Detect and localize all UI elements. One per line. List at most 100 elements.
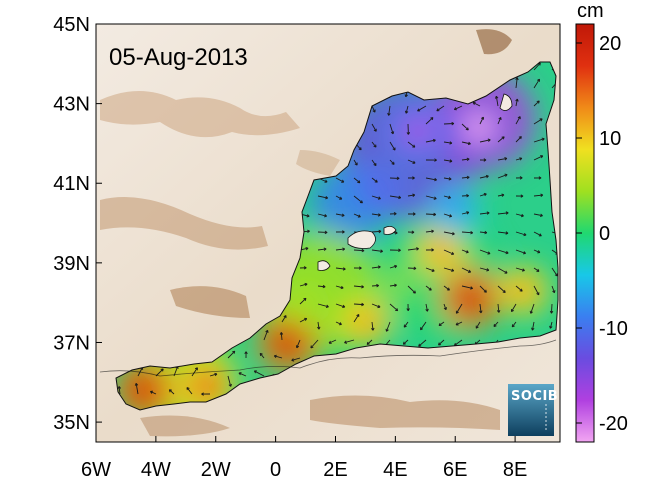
current-arrow [533,155,543,161]
current-arrow-head [472,101,476,105]
current-arrow-head [324,179,328,183]
current-arrow [317,213,327,217]
current-arrow [281,315,287,323]
current-arrow-head [510,309,514,313]
current-arrow-head [449,214,453,218]
current-arrow-head [470,230,474,235]
current-arrow-head [432,138,436,143]
current-arrow-head [354,162,358,166]
current-arrow [191,367,198,377]
current-arrow-head [377,196,381,200]
current-arrow [407,285,416,294]
current-arrow-head [324,214,327,218]
current-arrow-head [549,325,553,329]
current-arrow [389,141,396,151]
current-arrow [497,194,505,197]
current-arrow [515,98,518,107]
current-arrow-head [493,323,497,327]
current-arrow [371,303,381,308]
lat-tick-label: 43N [53,94,90,116]
current-arrow-head [394,231,398,235]
current-arrow-head [486,268,490,272]
current-arrow-head [325,304,329,308]
current-arrow-head [359,200,363,204]
current-arrow-head [504,173,508,177]
current-arrow-head [393,212,397,216]
current-arrow [353,314,360,323]
anomaly-blob-core [400,115,433,148]
colorbar-label: 0 [599,223,610,245]
current-arrow-head [453,107,457,111]
current-arrow [405,105,409,114]
current-arrow-head [307,229,310,234]
current-arrow [328,339,337,344]
current-arrow [403,339,409,345]
current-arrow-head [418,343,422,347]
current-arrow [169,389,175,395]
current-arrow [259,353,265,359]
current-arrow-head [324,230,328,235]
current-arrow [371,141,377,148]
current-arrow-head [433,212,437,217]
current-arrow-head [194,367,198,371]
current-arrow [443,177,452,180]
current-arrow-head [412,290,416,294]
current-arrow [335,213,345,217]
current-arrow [353,177,361,184]
current-arrow-head [536,78,540,82]
current-arrow [317,195,328,199]
current-arrow [371,195,381,200]
current-arrow-head [378,229,382,234]
current-arrow [497,231,509,234]
current-arrow [461,123,469,131]
current-arrow [461,141,471,145]
current-arrow [335,303,345,308]
current-arrow-head [359,266,362,270]
current-arrow-head [373,144,377,148]
current-arrow-head [523,232,527,237]
current-arrow [515,267,525,272]
current-arrow-head [451,268,455,272]
current-arrow [403,321,409,328]
current-arrow [461,285,473,289]
current-arrow-head [322,284,326,289]
current-arrow-head [511,324,515,328]
current-arrow [530,303,535,314]
current-arrow-head [412,160,416,164]
current-arrow-head [385,328,389,332]
current-arrow [515,136,522,143]
current-arrow [461,158,470,161]
current-arrow-head [117,386,122,389]
current-arrow-head [446,287,450,291]
lat-tick-label: 41N [53,173,90,195]
latitude-tick-labels: 45N 43N 41N 39N 37N 35N [53,14,102,434]
current-arrow-head [540,155,544,159]
current-arrow-head [541,137,545,141]
anomaly-blob-core [353,310,378,335]
current-arrow [479,175,489,179]
current-arrow-head [403,324,407,328]
current-arrow [155,368,164,377]
current-arrow-head [373,162,377,167]
current-arrow [317,321,320,330]
current-arrow [438,321,445,326]
current-arrow-head [515,98,519,102]
current-arrow [443,141,452,144]
current-arrow [335,285,344,289]
current-arrow-head [466,157,470,162]
current-arrow-head [536,292,540,296]
current-arrow [461,231,473,234]
current-arrow-head [357,180,361,184]
current-arrow [371,177,378,183]
current-arrow-head [328,340,332,344]
current-arrow [497,212,509,215]
current-arrow-head [519,157,523,161]
current-arrow [497,117,502,125]
current-arrow-head [387,112,391,116]
current-arrow-head [395,308,399,312]
current-arrow [425,117,434,125]
current-arrow-head [483,289,487,293]
current-arrow-head [361,248,365,253]
current-arrow [335,267,346,270]
